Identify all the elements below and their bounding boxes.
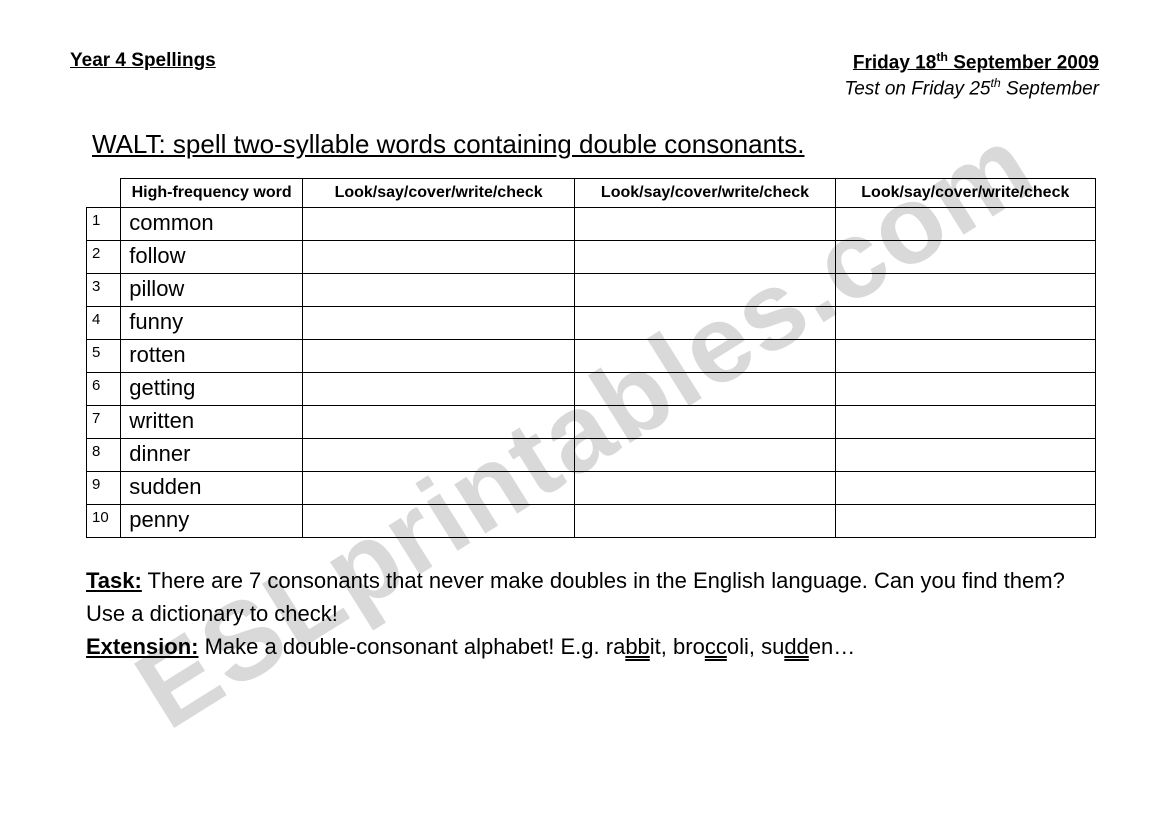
row-word: rotten xyxy=(121,339,303,372)
blank-cell xyxy=(302,438,574,471)
row-number: 5 xyxy=(87,339,121,372)
blank-cell xyxy=(575,306,835,339)
row-number: 4 xyxy=(87,306,121,339)
blank-cell xyxy=(835,207,1095,240)
table-header-row: High-frequency word Look/say/cover/write… xyxy=(87,178,1096,207)
header-subdate: Test on Friday 25th September xyxy=(844,76,1099,100)
extension-label: Extension: xyxy=(86,634,198,659)
blank-cell xyxy=(302,306,574,339)
table-row: 2follow xyxy=(87,240,1096,273)
row-word: getting xyxy=(121,372,303,405)
header-row: Year 4 Spellings Friday 18th September 2… xyxy=(70,50,1099,101)
row-number: 6 xyxy=(87,372,121,405)
col-header-blank xyxy=(87,178,121,207)
blank-cell xyxy=(575,471,835,504)
sub-superscript: th xyxy=(990,76,1000,90)
blank-cell xyxy=(575,372,835,405)
table-row: 4funny xyxy=(87,306,1096,339)
row-word: dinner xyxy=(121,438,303,471)
sub-prefix: Test on Friday 25 xyxy=(844,79,990,100)
blank-cell xyxy=(302,273,574,306)
blank-cell xyxy=(835,306,1095,339)
table-row: 8dinner xyxy=(87,438,1096,471)
blank-cell xyxy=(575,504,835,537)
row-word: follow xyxy=(121,240,303,273)
table-row: 6getting xyxy=(87,372,1096,405)
ext-text-b: it, bro xyxy=(650,634,705,659)
extension-line: Extension: Make a double-consonant alpha… xyxy=(86,630,1099,663)
row-word: pillow xyxy=(121,273,303,306)
ext-text-a: Make a double-consonant alphabet! E.g. r… xyxy=(198,634,625,659)
ext-text-c: oli, su xyxy=(727,634,784,659)
blank-cell xyxy=(835,240,1095,273)
table-body: 1common 2follow 3pillow 4funny 5rotten 6… xyxy=(87,207,1096,537)
table-row: 9sudden xyxy=(87,471,1096,504)
row-word: penny xyxy=(121,504,303,537)
blank-cell xyxy=(302,405,574,438)
blank-cell xyxy=(302,504,574,537)
row-number: 3 xyxy=(87,273,121,306)
ext-bb: bb xyxy=(625,634,649,659)
blank-cell xyxy=(835,339,1095,372)
row-word: funny xyxy=(121,306,303,339)
row-number: 9 xyxy=(87,471,121,504)
blank-cell xyxy=(575,273,835,306)
row-number: 1 xyxy=(87,207,121,240)
row-number: 10 xyxy=(87,504,121,537)
blank-cell xyxy=(835,504,1095,537)
ext-dd: dd xyxy=(784,634,808,659)
task-text: There are 7 consonants that never make d… xyxy=(86,568,1065,626)
table-row: 7written xyxy=(87,405,1096,438)
blank-cell xyxy=(302,339,574,372)
blank-cell xyxy=(575,438,835,471)
sub-suffix: September xyxy=(1001,79,1099,100)
walt-heading: WALT: spell two-syllable words containin… xyxy=(92,129,1099,160)
row-word: common xyxy=(121,207,303,240)
date-prefix: Friday 18 xyxy=(853,52,936,73)
row-number: 2 xyxy=(87,240,121,273)
col-header-check-2: Look/say/cover/write/check xyxy=(575,178,835,207)
row-word: sudden xyxy=(121,471,303,504)
table-row: 3pillow xyxy=(87,273,1096,306)
col-header-check-3: Look/say/cover/write/check xyxy=(835,178,1095,207)
blank-cell xyxy=(302,207,574,240)
header-title: Year 4 Spellings xyxy=(70,50,216,72)
task-label: Task: xyxy=(86,568,142,593)
blank-cell xyxy=(575,405,835,438)
table-row: 5rotten xyxy=(87,339,1096,372)
date-suffix: September 2009 xyxy=(948,52,1099,73)
table-row: 10penny xyxy=(87,504,1096,537)
header-date: Friday 18th September 2009 xyxy=(844,50,1099,74)
blank-cell xyxy=(835,372,1095,405)
blank-cell xyxy=(835,471,1095,504)
blank-cell xyxy=(835,405,1095,438)
blank-cell xyxy=(302,471,574,504)
header-right-block: Friday 18th September 2009 Test on Frida… xyxy=(844,50,1099,101)
spelling-table: High-frequency word Look/say/cover/write… xyxy=(86,178,1096,538)
blank-cell xyxy=(835,273,1095,306)
col-header-word: High-frequency word xyxy=(121,178,303,207)
row-word: written xyxy=(121,405,303,438)
task-section: Task: There are 7 consonants that never … xyxy=(86,564,1099,663)
table-row: 1common xyxy=(87,207,1096,240)
row-number: 8 xyxy=(87,438,121,471)
blank-cell xyxy=(575,339,835,372)
worksheet-page: Year 4 Spellings Friday 18th September 2… xyxy=(0,0,1169,693)
col-header-check-1: Look/say/cover/write/check xyxy=(302,178,574,207)
row-number: 7 xyxy=(87,405,121,438)
blank-cell xyxy=(835,438,1095,471)
ext-cc: cc xyxy=(705,634,727,659)
blank-cell xyxy=(575,240,835,273)
blank-cell xyxy=(302,240,574,273)
blank-cell xyxy=(575,207,835,240)
date-superscript: th xyxy=(936,50,948,64)
ext-text-d: en… xyxy=(809,634,855,659)
blank-cell xyxy=(302,372,574,405)
task-line: Task: There are 7 consonants that never … xyxy=(86,564,1099,630)
